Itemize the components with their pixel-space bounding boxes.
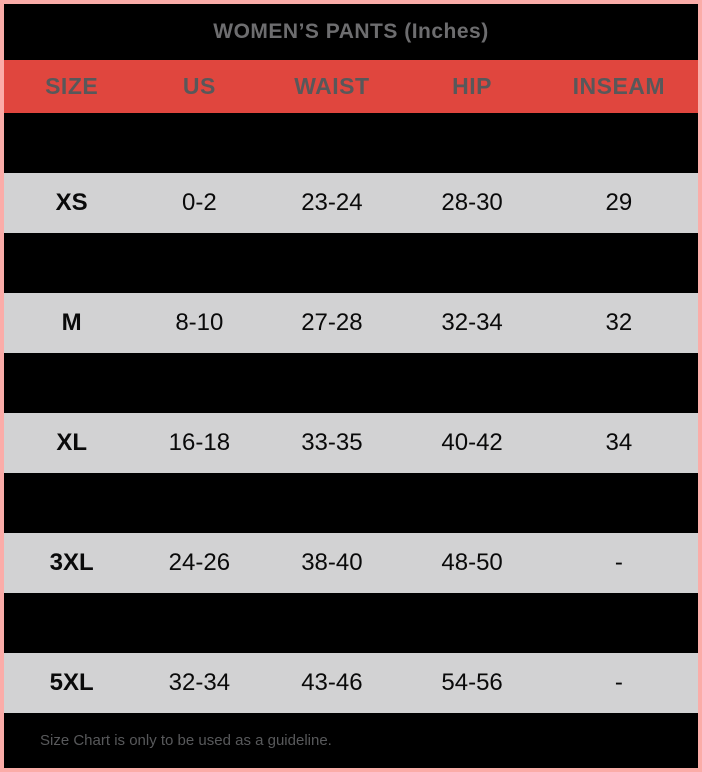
cell-us: 24-26	[168, 549, 231, 576]
cell-waist: 38-40	[301, 549, 363, 576]
column-header-waist: WAIST	[294, 73, 370, 99]
cell-inseam: 32	[605, 309, 633, 336]
guideline-note: Size Chart is only to be used as a guide…	[40, 732, 332, 749]
table-row	[4, 113, 698, 173]
cell-size: M	[61, 309, 82, 336]
cell-waist: 33-35	[301, 429, 363, 456]
cell-inseam: -	[614, 549, 623, 576]
cell-inseam: 34	[605, 429, 633, 456]
cell-waist: 43-46	[301, 669, 363, 696]
title-bar: WOMEN’S PANTS (Inches)	[4, 4, 698, 60]
column-header-us: US	[182, 73, 216, 99]
cell-inseam: -	[614, 669, 623, 696]
table-row: XS 0-2 23-24 28-30 29	[4, 173, 698, 233]
cell-size: XS	[55, 189, 88, 216]
cell-waist: 23-24	[301, 189, 363, 216]
cell-us: 8-10	[175, 309, 224, 336]
table-row: 3XL 24-26 38-40 48-50 -	[4, 533, 698, 593]
cell-hip: 54-56	[441, 669, 503, 696]
table-row	[4, 593, 698, 653]
cell-us: 16-18	[168, 429, 231, 456]
cell-waist: 27-28	[301, 309, 363, 336]
table-row: M 8-10 27-28 32-34 32	[4, 293, 698, 353]
cell-size: 5XL	[49, 669, 94, 696]
cell-hip: 32-34	[441, 309, 503, 336]
footer-note-bar: Size Chart is only to be used as a guide…	[4, 713, 698, 768]
column-header-size: SIZE	[45, 73, 99, 99]
cell-inseam: 29	[605, 189, 633, 216]
column-header-inseam: INSEAM	[572, 73, 666, 99]
cell-hip: 40-42	[441, 429, 503, 456]
cell-size: 3XL	[49, 549, 94, 576]
table-row	[4, 233, 698, 293]
column-header-hip: HIP	[452, 73, 492, 99]
cell-hip: 48-50	[441, 549, 503, 576]
table-header-row: SIZE US WAIST HIP INSEAM	[4, 60, 698, 113]
cell-us: 32-34	[168, 669, 231, 696]
table-row: XL 16-18 33-35 40-42 34	[4, 413, 698, 473]
cell-us: 0-2	[182, 189, 217, 216]
table-row: 5XL 32-34 43-46 54-56 -	[4, 653, 698, 713]
cell-size: XL	[56, 429, 87, 456]
table-row	[4, 473, 698, 533]
cell-hip: 28-30	[441, 189, 503, 216]
page-title: WOMEN’S PANTS (Inches)	[213, 20, 489, 43]
table-row	[4, 353, 698, 413]
